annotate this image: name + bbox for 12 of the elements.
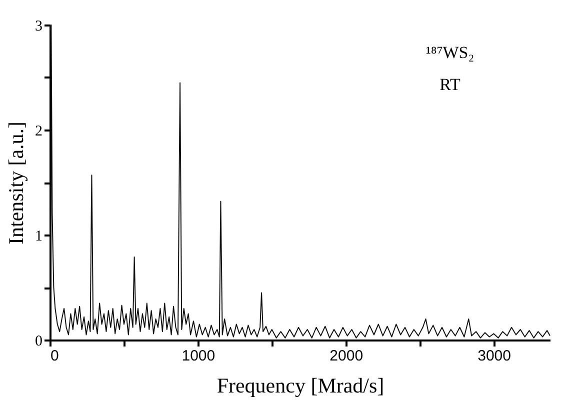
y-axis-title: Intensity [a.u.] xyxy=(4,121,28,245)
x-tick-label: 1000 xyxy=(182,348,216,364)
y-tick-label: 3 xyxy=(35,18,42,34)
annotation: ¹⁸⁷WS₂ xyxy=(426,43,474,62)
x-tick-label: 2000 xyxy=(330,348,364,364)
y-tick-label: 2 xyxy=(35,124,42,140)
x-tick-label: 0 xyxy=(50,348,59,364)
x-axis-title: Frequency [Mrad/s] xyxy=(216,374,384,398)
y-tick-label: 0 xyxy=(35,334,42,350)
annotation: RT xyxy=(440,75,461,94)
y-tick-label: 1 xyxy=(35,228,42,244)
x-tick-label: 3000 xyxy=(478,348,511,364)
